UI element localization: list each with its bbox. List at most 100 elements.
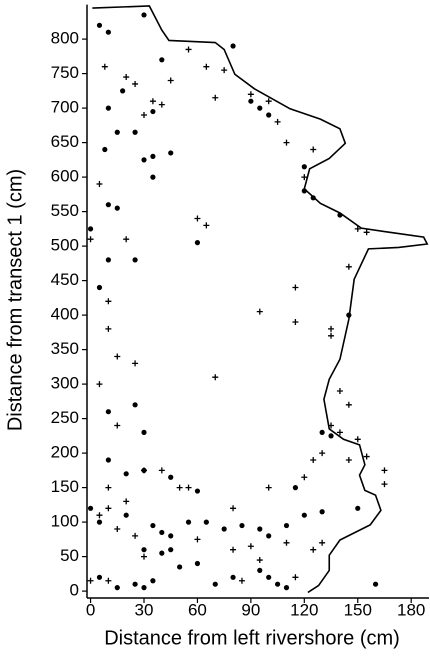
cross-point [101,63,108,70]
dot-point [194,240,201,246]
cross-point [123,74,130,81]
cross-point [230,505,237,512]
cross-point [238,577,245,584]
cross-point [256,557,263,564]
dot-point [185,519,192,525]
y-tick-label: 600 [51,167,79,186]
dot-point [168,533,174,539]
dot-point [248,98,254,104]
cross-point [354,225,361,232]
cross-point [247,91,254,98]
dot-point [177,564,183,570]
x-tick-label: 120 [290,600,318,619]
dot-point [141,547,147,553]
dot-point [96,22,103,28]
dot-point [150,174,156,180]
cross-point [105,484,112,491]
dot-point [123,471,129,477]
cross-point [363,453,370,460]
cross-point [283,539,290,546]
cross-point [105,325,112,332]
dot-point [96,574,103,580]
cross-point [105,298,112,305]
cross-point [212,94,219,101]
x-tick-label: 60 [188,600,207,619]
dot-point [159,550,165,556]
cross-point [336,429,343,436]
dot-point [212,581,218,587]
dot-point [292,485,299,491]
dot-point [266,533,272,539]
dot-point [123,512,129,518]
y-axis-title: Distance from transect 1 (cm) [4,169,26,431]
dot-point [221,526,227,532]
cross-point [247,543,254,550]
dot-point [159,529,165,536]
dot-point [132,581,138,587]
dot-point [355,505,361,511]
dot-point [266,574,272,580]
dot-point [114,129,120,135]
cross-point [141,467,147,474]
cross-point [87,577,94,584]
y-tick-label: 200 [51,443,79,462]
cross-point [132,532,139,539]
cross-point [212,374,219,381]
y-tick-label: 150 [51,477,79,496]
cross-point [221,67,228,74]
cross-point [319,539,326,546]
cross-point [114,422,121,429]
cross-point [310,546,317,553]
x-tick-label: 180 [397,600,425,619]
y-tick-label: 650 [51,132,79,151]
cross-point [96,381,103,388]
cross-point [336,388,343,394]
dot-point [105,457,111,463]
dot-point [283,522,290,529]
cross-point [132,80,139,87]
dot-point [96,284,103,291]
cross-point [310,146,317,153]
dot-point [102,146,108,153]
cross-point [194,536,201,543]
cross-point [354,436,361,443]
cross-point [319,450,326,457]
y-tick-label: 350 [51,339,79,358]
cross-point [105,577,112,584]
shore-outline [92,5,429,594]
dot-point [239,522,245,529]
y-tick-label: 250 [51,408,79,427]
dot-point [141,12,147,18]
y-tick-label: 300 [51,374,79,393]
cross-point [132,360,139,367]
y-tick-label: 0 [70,581,79,600]
dot-point [150,153,156,159]
x-tick-label: 90 [241,600,260,619]
dot-point [132,402,138,408]
x-tick-label: 0 [86,600,95,619]
dot-point [105,409,111,415]
cross-point [167,77,174,84]
cross-point [292,284,299,291]
dot-point [105,105,111,111]
cross-point [301,174,308,181]
cross-point [123,236,130,243]
cross-point [141,112,147,118]
cross-point [141,553,147,560]
dot-point [168,474,174,480]
cross-point [292,574,299,581]
cross-point [310,457,317,463]
cross-point [176,484,183,491]
cross-point [105,505,112,512]
dot-point [266,112,272,118]
dot-point [319,429,325,435]
dot-point [141,585,147,591]
y-tick-label: 100 [51,512,79,531]
dot-point [168,150,174,156]
x-tick-label: 150 [344,600,372,619]
cross-point [328,332,335,339]
cross-point [230,546,237,553]
cross-point [194,215,201,222]
cross-point [96,181,103,187]
